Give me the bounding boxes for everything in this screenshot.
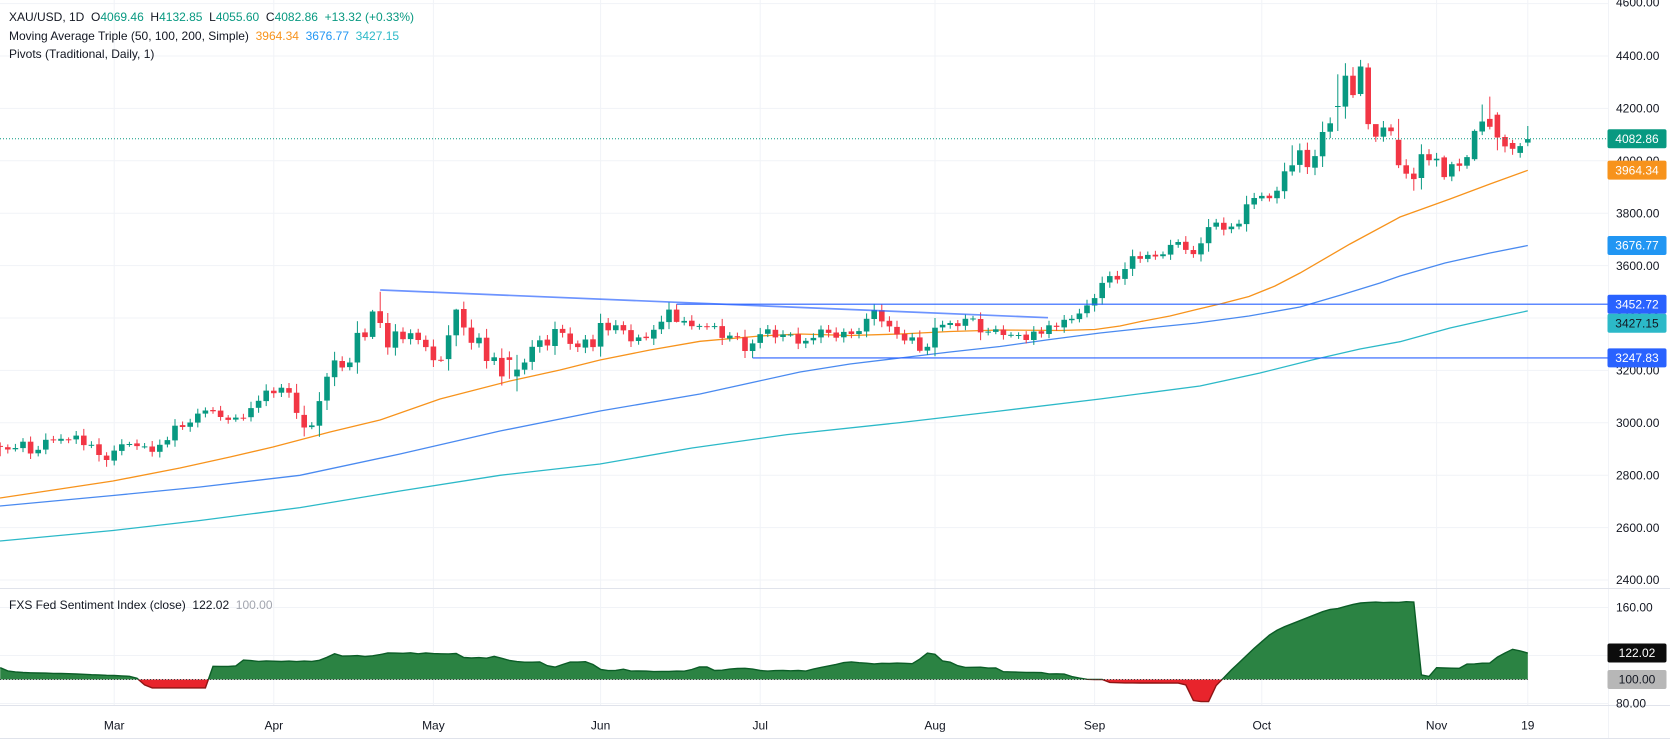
svg-text:Oct: Oct (1252, 719, 1271, 733)
svg-text:3676.77: 3676.77 (1615, 239, 1659, 253)
svg-text:Nov: Nov (1426, 719, 1447, 733)
svg-text:FXS Fed Sentiment Index (close: FXS Fed Sentiment Index (close) 122.02 1… (9, 598, 273, 612)
svg-text:4200.00: 4200.00 (1616, 102, 1660, 116)
svg-text:XAU/USD, 1D O4069.46 H4132.8: XAU/USD, 1D O4069.46 H4132.85 L4055.60 C… (9, 10, 414, 24)
svg-text:3427.15: 3427.15 (1615, 316, 1659, 330)
svg-text:Mar: Mar (104, 719, 125, 733)
svg-text:80.00: 80.00 (1616, 697, 1646, 711)
svg-text:Moving Average Triple (50, 100: Moving Average Triple (50, 100, 200, Sim… (9, 29, 399, 43)
svg-text:3452.72: 3452.72 (1615, 297, 1659, 311)
svg-text:Jul: Jul (753, 719, 768, 733)
svg-text:3964.34: 3964.34 (1615, 163, 1659, 177)
svg-text:3000.00: 3000.00 (1616, 416, 1660, 430)
svg-text:2800.00: 2800.00 (1616, 468, 1660, 482)
svg-text:2600.00: 2600.00 (1616, 521, 1660, 535)
svg-text:Pivots (Traditional, Daily, 1): Pivots (Traditional, Daily, 1) (9, 47, 154, 61)
svg-text:160.00: 160.00 (1616, 601, 1653, 615)
svg-text:May: May (422, 719, 445, 733)
svg-text:3247.83: 3247.83 (1615, 351, 1659, 365)
svg-text:100.00: 100.00 (1619, 673, 1656, 687)
svg-text:Sep: Sep (1084, 719, 1106, 733)
svg-text:4400.00: 4400.00 (1616, 49, 1660, 63)
svg-text:Aug: Aug (924, 719, 945, 733)
svg-text:19: 19 (1521, 719, 1535, 733)
svg-text:3800.00: 3800.00 (1616, 206, 1660, 220)
svg-text:3600.00: 3600.00 (1616, 259, 1660, 273)
svg-text:122.02: 122.02 (1619, 646, 1656, 660)
svg-text:4600.00: 4600.00 (1616, 0, 1660, 9)
svg-text:2400.00: 2400.00 (1616, 573, 1660, 587)
svg-text:Jun: Jun (591, 719, 610, 733)
svg-text:4082.86: 4082.86 (1615, 132, 1659, 146)
svg-text:Apr: Apr (264, 719, 283, 733)
